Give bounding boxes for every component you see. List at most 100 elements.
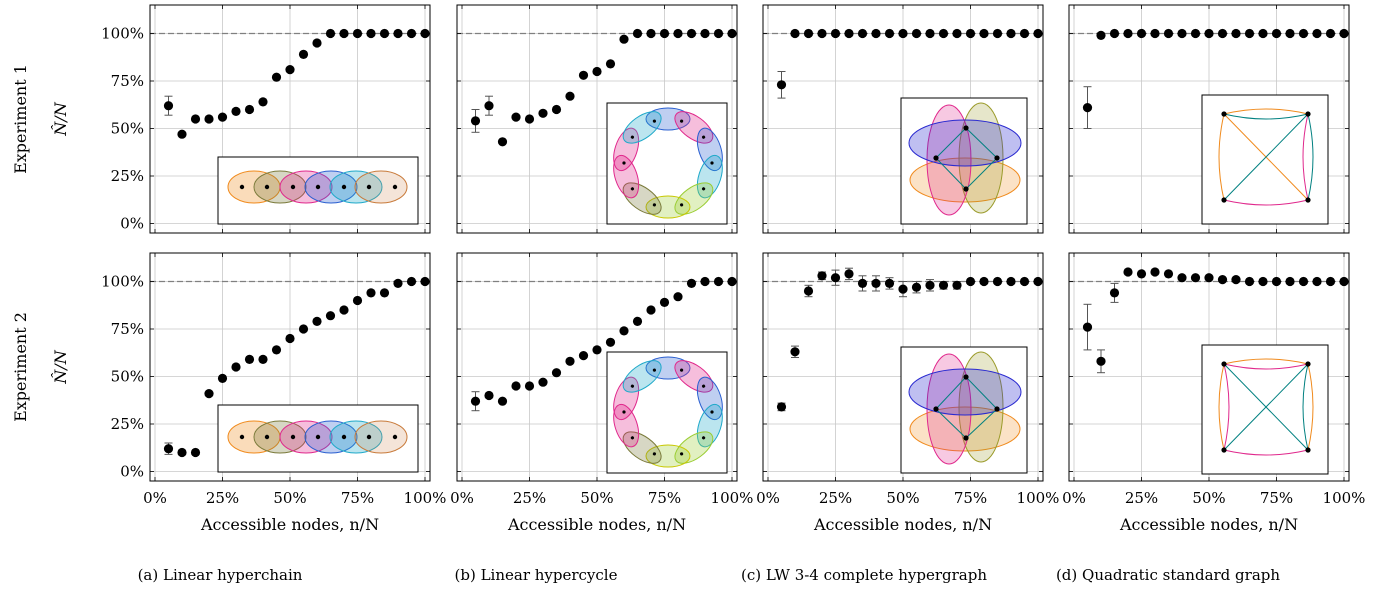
y-tick-label: 25%	[111, 167, 144, 185]
x-tick-label: 100%	[404, 489, 447, 507]
data-point	[1006, 28, 1016, 39]
x-tick-label: 0%	[1062, 489, 1086, 507]
hyperedge-5	[329, 170, 383, 204]
data-point	[393, 278, 403, 288]
data-point	[285, 333, 295, 344]
data-point	[538, 377, 548, 387]
data-point	[925, 280, 935, 290]
data-point	[605, 337, 616, 347]
x-tick-label: 25%	[206, 489, 239, 507]
data-point	[1082, 103, 1093, 113]
data-point	[803, 28, 814, 39]
data-point	[1271, 276, 1282, 287]
data-point	[497, 396, 508, 406]
data-point	[1244, 28, 1255, 39]
hyperedge	[613, 154, 640, 199]
graph-node	[963, 186, 969, 192]
data-point	[163, 101, 174, 111]
data-series	[163, 276, 430, 458]
x-tick-label: 50%	[1192, 489, 1225, 507]
x-tick-label: 50%	[580, 489, 613, 507]
data-point	[379, 288, 390, 298]
data-point	[1258, 276, 1268, 287]
y-tick-label: 75%	[111, 320, 144, 338]
y-axis-label-row-2: N̂/N	[51, 349, 70, 384]
data-point	[632, 28, 643, 39]
data-point	[285, 65, 295, 75]
data-point	[911, 28, 922, 39]
graph-node	[239, 434, 245, 440]
graph-node	[963, 125, 969, 131]
data-point	[1109, 28, 1120, 39]
data-point	[898, 28, 908, 39]
y-tick-label: 0%	[120, 215, 144, 233]
data-point	[565, 91, 575, 101]
graph-node	[1221, 111, 1227, 117]
graph-node	[315, 434, 321, 440]
data-point	[965, 276, 976, 287]
data-point	[177, 447, 187, 458]
graph-node	[933, 406, 939, 412]
data-point	[1019, 276, 1030, 287]
x-tick-label: 25%	[513, 489, 546, 507]
data-point	[592, 345, 602, 355]
data-point	[231, 106, 241, 116]
data-point	[393, 28, 403, 39]
data-point	[1325, 28, 1336, 39]
data-point	[1204, 273, 1214, 283]
x-tick-label: 75%	[1260, 489, 1293, 507]
data-point	[1190, 28, 1201, 39]
data-point	[619, 326, 629, 336]
data-point	[965, 28, 976, 39]
x-axis-label-b: Accessible nodes, n/N	[507, 515, 686, 534]
hyperedge-6	[354, 170, 408, 204]
graph-node	[630, 187, 635, 191]
graph-node	[392, 184, 398, 190]
hyperedge	[908, 368, 1022, 416]
inset-standard-graph-row-2	[1201, 344, 1329, 475]
data-point	[1033, 28, 1043, 39]
graph-node	[1305, 361, 1311, 367]
data-point	[1325, 276, 1336, 287]
data-point	[952, 280, 962, 290]
data-series	[470, 276, 737, 412]
x-tick-label: 0%	[756, 489, 780, 507]
data-point	[352, 28, 363, 39]
data-point	[258, 97, 268, 107]
data-point	[1298, 28, 1309, 39]
hyperedge	[613, 127, 640, 172]
data-point	[551, 104, 562, 115]
data-point	[911, 282, 922, 292]
data-point	[484, 390, 494, 401]
data-point	[258, 354, 268, 364]
data-point	[925, 28, 935, 39]
data-point	[1006, 276, 1016, 287]
data-point	[1163, 269, 1174, 279]
data-series	[1082, 28, 1349, 129]
data-point	[1177, 28, 1187, 39]
panel-d-experiment-1	[1068, 4, 1350, 234]
graph-node	[366, 184, 372, 190]
data-series	[470, 28, 737, 147]
y-tick-label: 75%	[111, 72, 144, 90]
hyperedge-4	[304, 420, 358, 454]
data-point	[1339, 28, 1349, 39]
graph-node	[679, 452, 684, 456]
data-point	[470, 396, 481, 406]
graph-node	[1305, 447, 1311, 453]
x-tick-label: 25%	[1125, 489, 1158, 507]
data-point	[366, 288, 376, 298]
data-point	[884, 278, 895, 288]
data-point	[646, 28, 656, 39]
data-point	[339, 28, 349, 39]
data-point	[366, 28, 376, 39]
graph-node	[963, 374, 969, 380]
data-point	[406, 276, 417, 287]
data-point	[511, 112, 521, 122]
data-point	[619, 34, 629, 44]
data-point	[1150, 28, 1160, 39]
inset-hyperchain-row-1	[217, 156, 419, 225]
y-tick-label: 100%	[101, 25, 144, 43]
data-point	[217, 373, 228, 383]
